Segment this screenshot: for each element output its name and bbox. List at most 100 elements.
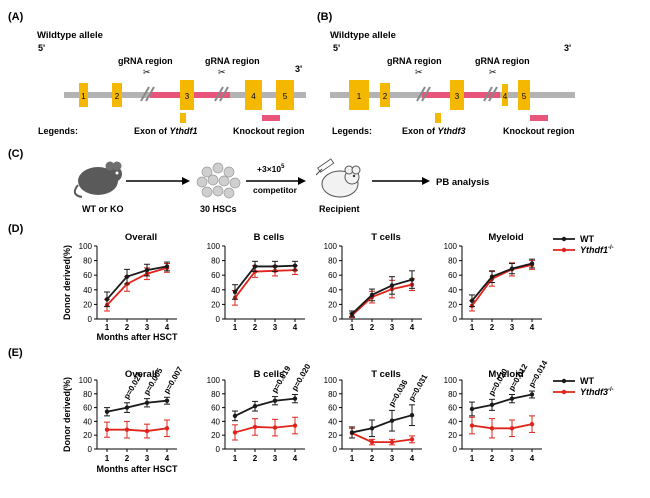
panel-c-transplant-label: +3×105 <box>257 164 285 174</box>
panel-b-exon-5 <box>518 80 530 110</box>
panel-d-subplot-title: B cells <box>254 232 285 243</box>
panel-b-scissors-icon-2: ✂ <box>489 67 497 77</box>
panel-e-y-tick-label: 100 <box>207 376 221 385</box>
panel-d-legend-ko-suffix: -/- <box>608 245 614 251</box>
panel-c-arrowhead-3 <box>422 177 430 185</box>
panel-e-subplot-title: T cells <box>371 369 401 380</box>
panel-a-five-prime: 5' <box>38 43 45 53</box>
panel-a-break-mark-2 <box>214 86 229 102</box>
panel-d-y-tick-label: 0 <box>216 315 221 324</box>
panel-d-x-tick-label: 3 <box>510 323 515 332</box>
panel-e-ko-data-point <box>164 426 170 431</box>
panel-e-legend-ko-suffix: -/- <box>608 387 614 393</box>
panel-e-wt-line <box>234 397 296 417</box>
panel-e-y-tick-label: 80 <box>211 390 220 399</box>
panel-b-exon-2-label: 2 <box>383 92 388 101</box>
panel-e-wt-data-point <box>164 398 170 403</box>
panel-d-x-tick-label: 4 <box>530 323 535 332</box>
panel-d-wt-data-point <box>292 263 298 268</box>
panel-d-overall-subplot: 0 20 40 60 80 100 1 2 3 4 Overall <box>79 232 177 332</box>
panel-b-exon-3 <box>450 80 464 110</box>
panel-a-exon-legend-gene: Ythdf1 <box>170 126 198 136</box>
panel-d-x-tick-label: 1 <box>233 323 238 332</box>
panel-e-wt-line <box>471 393 533 410</box>
panel-d-wt-line <box>471 262 533 302</box>
panel-e-p-value: p=0.020 <box>290 362 313 393</box>
panel-d-y-tick-label: 0 <box>333 315 338 324</box>
panel-d-legend-wt-marker <box>561 236 567 242</box>
panel-d-wt-line <box>351 278 413 315</box>
panel-e-x-tick-label: 2 <box>125 454 130 463</box>
panel-e-ko-data-point <box>104 427 110 432</box>
panel-d-y-tick-label: 80 <box>448 257 457 266</box>
panel-d-subplot-title: T cells <box>371 232 401 243</box>
panel-d-label: (D) <box>8 223 24 235</box>
panel-d-wt-data-point <box>509 266 515 271</box>
panel-d-y-axis-label: Donor derived(%) <box>62 245 72 320</box>
panel-a-exon-2-label: 2 <box>115 92 120 101</box>
panel-d-x-tick-label: 4 <box>165 323 170 332</box>
panel-e-wt-data-point <box>529 392 535 397</box>
panel-e-wt-data-point <box>104 409 110 414</box>
panel-d-wt-data-point <box>529 261 535 266</box>
panel-d-t-cells-subplot: 0 20 40 60 80 100 1 2 3 4 T cells <box>324 232 422 332</box>
panel-d-x-tick-label: 1 <box>105 323 110 332</box>
panel-e-wt-data-point <box>124 405 130 410</box>
panel-e-p-value: p=0.036 <box>387 378 410 409</box>
panel-d-wt-data-point <box>272 264 278 269</box>
panel-e-p-value: p=0.031 <box>407 372 430 403</box>
panel-b-exon-2 <box>380 83 390 107</box>
panel-a-exon-legend-prefix: Exon of <box>134 126 170 136</box>
panel-a-legends-label: Legends: <box>38 126 78 136</box>
panel-e-legend-ko-label: Ythdf3-/- <box>580 387 614 397</box>
panel-e-x-tick-label: 4 <box>530 454 535 463</box>
panel-e-y-tick-label: 60 <box>211 404 220 413</box>
panel-e-y-tick-label: 60 <box>448 404 457 413</box>
panel-a-exon-legend-swatch <box>180 113 186 123</box>
panel-b-exon-4 <box>502 84 508 106</box>
panel-d-y-tick-label: 100 <box>79 242 93 251</box>
panel-e-subplot-title: Myeloid <box>488 369 524 380</box>
panel-c-arrowhead-1 <box>182 177 190 185</box>
mouse-icon-donor <box>73 161 122 198</box>
panel-d-b-cells-subplot: 0 20 40 60 80 100 1 2 3 4 B cells <box>207 232 305 332</box>
panel-d-y-tick-label: 60 <box>448 271 457 280</box>
panel-d-wt-data-point <box>469 298 475 303</box>
panel-e-y-tick-label: 80 <box>328 390 337 399</box>
panel-d-x-tick-label: 2 <box>490 323 495 332</box>
panel-e-x-tick-label: 2 <box>490 454 495 463</box>
panel-a-exon-5-label: 5 <box>283 92 288 101</box>
panel-d-y-tick-label: 40 <box>83 286 92 295</box>
panel-d-y-tick-label: 100 <box>207 242 221 251</box>
panel-e-y-tick-label: 0 <box>216 445 221 454</box>
panel-e-x-tick-label: 4 <box>410 454 415 463</box>
panel-d-wt-data-point <box>252 264 258 269</box>
panel-d-x-tick-label: 1 <box>350 323 355 332</box>
panel-d-y-tick-label: 80 <box>328 257 337 266</box>
panel-a-three-prime: 3' <box>295 64 302 74</box>
panel-e-wt-data-point <box>509 396 515 401</box>
panel-d-y-tick-label: 80 <box>83 257 92 266</box>
panel-e-ko-line <box>351 432 413 444</box>
panel-e-ko-data-point <box>389 439 395 445</box>
panel-d-ko-line <box>234 269 296 299</box>
panel-d-y-tick-label: 60 <box>83 271 92 280</box>
panel-e-x-tick-label: 3 <box>145 454 150 463</box>
panel-d-y-tick-label: 20 <box>83 300 92 309</box>
panel-e-wt-data-point <box>369 426 375 431</box>
panel-a: (A) Wildtype allele 5' 3' gRNA region gR… <box>8 11 306 136</box>
panel-e-x-tick-label: 3 <box>273 454 278 463</box>
panel-d-wt-data-point <box>124 274 130 279</box>
panel-e-y-tick-label: 40 <box>83 417 92 426</box>
panel-d-wt-data-point <box>389 283 395 288</box>
panel-e-x-tick-label: 3 <box>510 454 515 463</box>
panel-d-x-tick-label: 4 <box>410 323 415 332</box>
panel-c-label: (C) <box>8 148 24 160</box>
panel-d-y-tick-label: 0 <box>88 315 93 324</box>
panel-e-ko-line <box>471 423 533 430</box>
panel-b-five-prime: 5' <box>333 43 340 53</box>
